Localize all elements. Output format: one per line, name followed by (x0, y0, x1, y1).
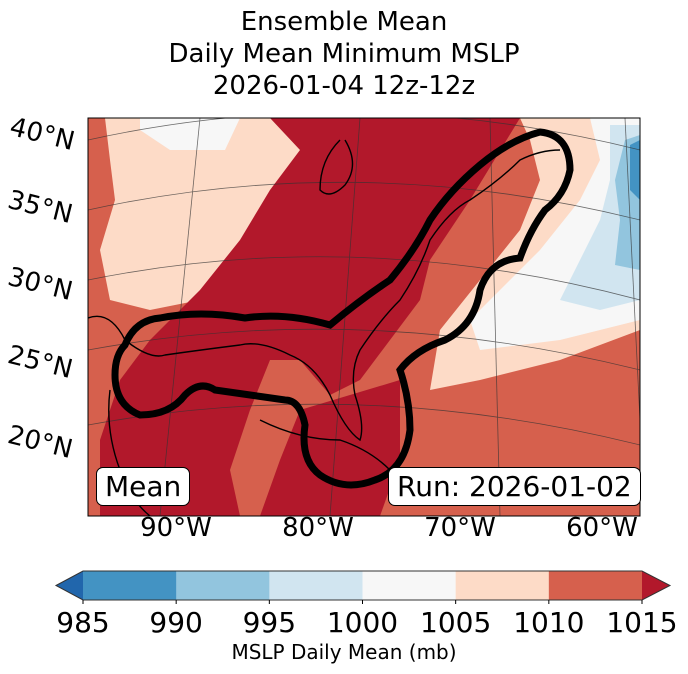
colorbar-extend-high (642, 571, 670, 600)
colorbar-tick-label: 1000 (326, 606, 399, 639)
colorbar-bin-990-995 (176, 571, 270, 600)
colorbar-extend-low (56, 571, 83, 600)
map-field (88, 118, 640, 516)
colorbar-tick-label: 1015 (606, 606, 678, 639)
contour-outline (111, 128, 574, 489)
colorbar-bin-1010-1015 (548, 571, 643, 600)
lon-label-90w: 90°W (140, 513, 212, 543)
colorbar-label: MSLP Daily Mean (mb) (231, 640, 457, 664)
title-line-3: 2026-01-04 12z-12z (212, 71, 476, 101)
lon-label-80w: 80°W (282, 513, 354, 543)
field-1005-1010-nw (100, 118, 330, 310)
mean-label-box: Mean (96, 467, 191, 506)
colorbar-bin-1005-1010 (455, 571, 550, 600)
colorbar-bin-985-990 (83, 571, 177, 600)
title-line-1: Ensemble Mean (240, 7, 448, 37)
colorbar-tick-label: 990 (149, 606, 203, 639)
colorbar-tick-label: 985 (56, 606, 110, 639)
title-line-2: Daily Mean Minimum MSLP (168, 39, 520, 69)
colorbar-tick-label: 1010 (513, 606, 585, 639)
colorbar (54, 570, 672, 604)
colorbar-bin-995-1000 (269, 571, 363, 600)
lon-label-60w: 60°W (566, 513, 638, 543)
lon-label-70w: 70°W (424, 513, 496, 543)
field-985-990 (630, 140, 640, 200)
run-date-box: Run: 2026-01-02 (388, 467, 641, 506)
map-frame (87, 117, 641, 517)
colorbar-tick-label: 1005 (420, 606, 492, 639)
colorbar-bin-1000-1005 (362, 571, 457, 600)
colorbar-tick-label: 995 (242, 606, 297, 639)
